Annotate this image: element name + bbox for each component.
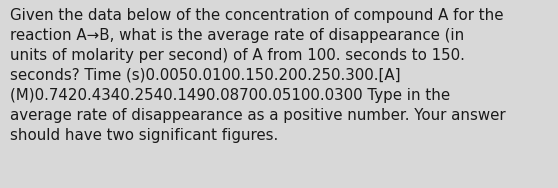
- Text: Given the data below of the concentration of compound A for the
reaction A→B, wh: Given the data below of the concentratio…: [10, 8, 506, 143]
